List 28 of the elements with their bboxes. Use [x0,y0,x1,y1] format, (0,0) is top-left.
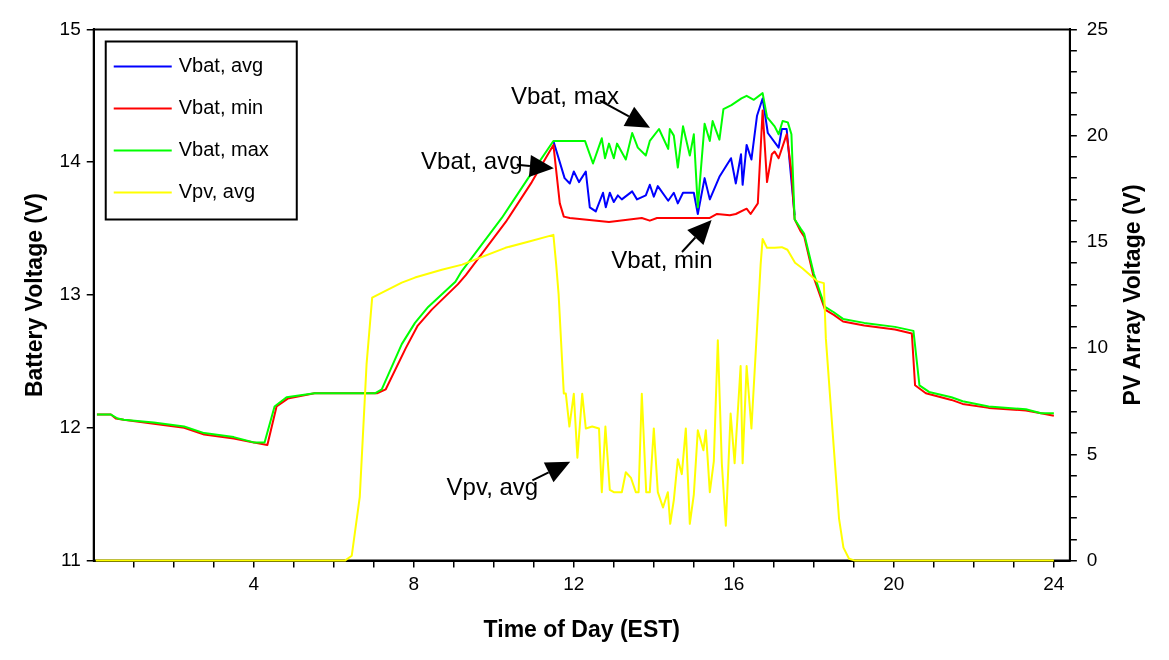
annotation: Vbat, max [510,82,620,110]
y2-tick-label: 5 [1086,442,1098,464]
x-axis-title: Time of Day (EST) [483,615,680,642]
y2-tick-label: 20 [1086,123,1109,145]
y2-tick-label: 10 [1086,336,1109,358]
y2-tick-label: 0 [1086,548,1098,570]
y-tick-label: 14 [59,150,82,172]
y2-tick-label: 15 [1086,230,1109,252]
y-tick-label: 11 [61,548,81,570]
y2-axis-title: PV Array Voltage (V) [1119,184,1146,406]
legend-label: Vbat, max [178,137,269,160]
y-axis-title: Battery Voltage (V) [21,192,48,398]
x-tick-label: 16 [723,573,745,595]
annotation: Vbat, avg [421,147,523,175]
legend-label: Vpv, avg [178,179,256,202]
x-tick-label: 12 [563,573,585,595]
y2-tick-label: 25 [1086,17,1109,39]
y-tick-label: 12 [59,416,81,438]
y-tick-label: 15 [59,17,81,39]
annotation: Vpv, avg [446,472,539,500]
x-tick-label: 8 [408,573,420,595]
annotation: Vbat, min [611,245,713,273]
x-tick-label: 24 [1043,573,1065,595]
legend-label: Vbat, avg [178,53,264,76]
x-tick-label: 4 [248,573,260,595]
x-tick-label: 20 [883,573,905,595]
y-tick-label: 13 [59,283,81,305]
legend-label: Vbat, min [178,95,264,118]
